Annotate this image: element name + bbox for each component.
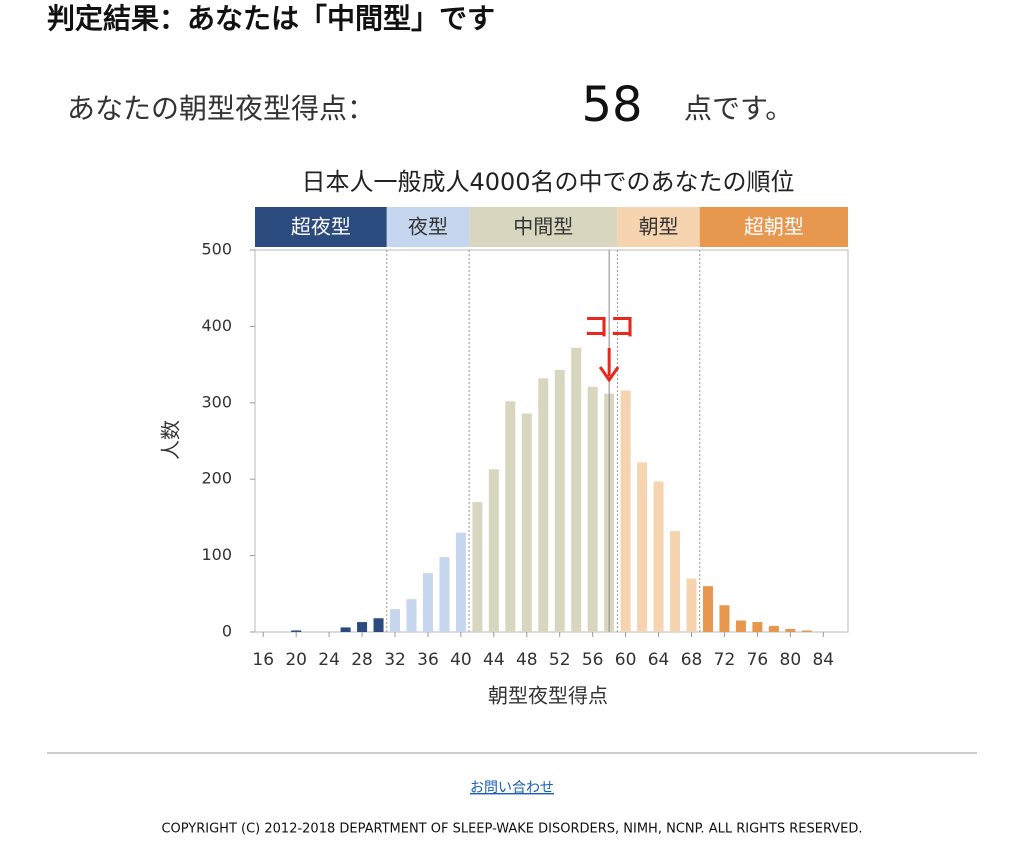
bar — [291, 630, 302, 632]
band-header — [469, 207, 618, 247]
marker-arrow — [598, 348, 620, 383]
x-tick-label: 24 — [318, 650, 340, 670]
bar — [719, 605, 730, 632]
bar — [521, 413, 532, 632]
contact-link[interactable]: お問い合わせ — [470, 780, 554, 796]
band-header — [255, 207, 387, 247]
y-tick-label: 300 — [201, 392, 232, 411]
band-header — [699, 207, 848, 247]
bar — [768, 625, 779, 632]
x-tick-label: 36 — [417, 650, 439, 670]
x-tick-label: 44 — [483, 650, 505, 670]
band-header — [617, 207, 700, 247]
bar — [357, 622, 368, 632]
bar — [373, 618, 384, 632]
bar — [752, 622, 763, 632]
copyright: COPYRIGHT (C) 2012-2018 DEPARTMENT OF SL… — [161, 822, 862, 837]
y-tick-label: 500 — [201, 240, 232, 259]
x-tick-label: 40 — [450, 650, 472, 670]
y-tick-label: 0 — [222, 622, 232, 641]
x-tick-label: 80 — [780, 650, 802, 670]
band-label: 夜型 — [408, 215, 448, 239]
band-label: 朝型 — [639, 215, 679, 239]
bar — [505, 401, 516, 632]
bar — [785, 628, 796, 632]
x-tick-label: 84 — [812, 650, 834, 670]
bar — [472, 502, 483, 632]
x-tick-label: 68 — [681, 650, 703, 670]
bar — [670, 531, 681, 632]
x-tick-label: 72 — [714, 650, 736, 670]
bar — [538, 378, 549, 632]
y-axis-label: 人数 — [159, 420, 183, 460]
x-tick-label: 64 — [648, 650, 670, 670]
x-tick-label: 48 — [516, 650, 538, 670]
bar — [571, 347, 582, 632]
score-value: 58 — [581, 77, 642, 133]
x-tick-label: 52 — [549, 650, 571, 670]
band-header — [386, 207, 470, 247]
band-label: 超朝型 — [744, 215, 804, 239]
x-tick-label: 60 — [615, 650, 637, 670]
x-axis-label: 朝型夜型得点 — [488, 684, 608, 708]
page-title: 判定結果：あなたは「中間型」です — [47, 2, 495, 35]
y-tick-label: 100 — [201, 545, 232, 564]
bar — [406, 599, 417, 632]
plot-area — [254, 249, 849, 633]
x-tick-label: 32 — [384, 650, 406, 670]
x-tick-label: 16 — [252, 650, 274, 670]
bar — [801, 630, 812, 632]
bar — [422, 573, 433, 632]
x-tick-label: 28 — [351, 650, 373, 670]
y-tick-label: 400 — [201, 316, 232, 335]
marker-label: ココ — [583, 313, 635, 343]
bar — [439, 557, 450, 632]
score-prefix: あなたの朝型夜型得点： — [67, 92, 375, 125]
bar — [686, 578, 697, 632]
y-tick-label: 200 — [201, 469, 232, 488]
bar — [455, 532, 466, 632]
bar — [702, 586, 713, 632]
band-label: 中間型 — [513, 215, 573, 239]
bar — [620, 390, 631, 632]
bar — [637, 462, 648, 632]
band-label: 超夜型 — [291, 215, 351, 239]
x-tick-label: 56 — [582, 650, 604, 670]
bar — [653, 481, 664, 632]
bar — [340, 627, 351, 632]
bar — [587, 386, 598, 632]
chart-title: 日本人一般成人4000名の中でのあなたの順位 — [301, 168, 794, 196]
x-tick-label: 20 — [285, 650, 307, 670]
bar — [554, 369, 565, 632]
bar — [488, 469, 499, 632]
score-suffix: 点です。 — [684, 92, 793, 125]
bar — [390, 609, 401, 632]
x-tick-label: 76 — [747, 650, 769, 670]
bar — [735, 620, 746, 632]
